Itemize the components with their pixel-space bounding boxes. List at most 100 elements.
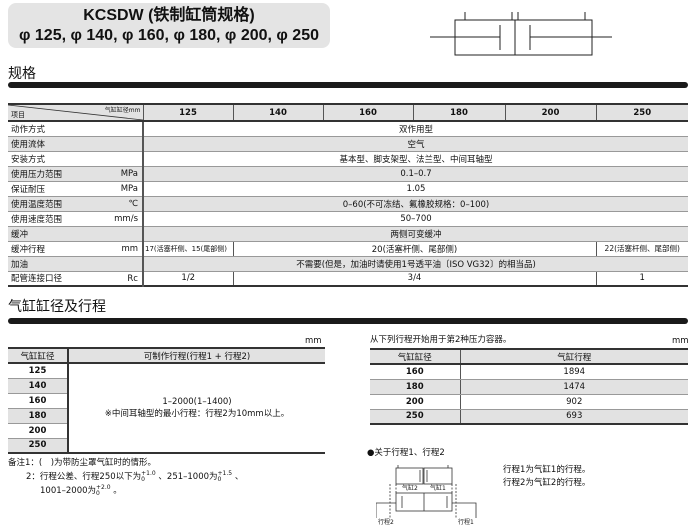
table-row: 160 1894: [370, 364, 688, 380]
table-row: 加油 不需要(但是，加油时请使用1号透平油〔ISO VG32〕的相当品): [8, 256, 688, 272]
table-row: 250: [8, 438, 325, 453]
row-label: 保证耐压 MPa: [8, 181, 144, 197]
table-header-row: 气缸缸径 气缸行程: [370, 349, 688, 365]
corner-bore-label: 气缸缸径mm: [104, 107, 141, 114]
stroke-cell: 693: [460, 409, 688, 425]
row-value: 22(活塞杆侧、尾部侧): [596, 241, 688, 257]
bore-cell: 160: [8, 393, 69, 409]
bore-cell: 160: [370, 364, 461, 380]
spec-section-title: 规格: [8, 66, 36, 82]
row-label: 安装方式: [8, 151, 144, 167]
bore-header: 250: [596, 104, 688, 122]
table-row: 动作方式 双作用型: [8, 121, 688, 137]
table-row: 使用流体 空气: [8, 136, 688, 152]
table-row: 使用温度范围 ℃ 0–60(不可冻结、氟橡胶规格：0–100): [8, 196, 688, 212]
row-label: 使用流体: [8, 136, 144, 152]
table-row: 250 693: [370, 409, 688, 425]
table-row: 200 902: [370, 394, 688, 410]
table-row: 缓冲行程 mm 17(活塞杆侧、15(尾部侧) 20(活塞杆侧、尾部侧) 22(活塞杆侧…: [8, 241, 688, 257]
row-unit: ℃: [128, 198, 138, 209]
row-value: 1.05: [143, 181, 688, 197]
table-row: 保证耐压 MPa 1.05: [8, 181, 688, 197]
table-row: 160: [8, 393, 325, 409]
pressure-vessel-table: 气缸缸径 气缸行程 160 1894 180 1474 200 902 250 693: [370, 348, 688, 425]
double-cylinder-symbol-icon: [430, 12, 612, 56]
bore-cell: 125: [8, 363, 69, 379]
bore-header: 180: [413, 104, 506, 122]
diagram-label-cylinder-2: 气缸2: [402, 485, 418, 492]
stroke-cell: 1474: [460, 379, 688, 395]
table-row: 200: [8, 423, 325, 439]
table-row: 缓冲 两侧可变缓冲: [8, 226, 688, 242]
bore-cell: 180: [8, 408, 69, 424]
row-label: 缓冲: [8, 226, 144, 242]
bore-header: 160: [323, 104, 414, 122]
section-divider: [8, 318, 688, 324]
stroke-range: 1–2000(1–1400): [162, 397, 232, 407]
bore-header: 125: [143, 104, 234, 122]
about-line-1: 行程1为气缸1的行程。: [503, 465, 591, 475]
row-label: 加油: [8, 256, 144, 272]
row-unit: mm: [121, 243, 138, 254]
stroke-cell: 902: [460, 394, 688, 410]
unit-label: mm: [305, 336, 322, 346]
row-value: 0–60(不可冻结、氟橡胶规格：0–100): [143, 196, 688, 212]
corner-item-label: 项目: [11, 111, 25, 119]
row-label: 使用压力范围 MPa: [8, 166, 144, 182]
stroke-table: 气缸缸径 可制作行程(行程1 + 行程2) 125 1–2000(1–1400)…: [8, 347, 325, 454]
bore-cell: 200: [8, 423, 69, 439]
bore-cell: 250: [370, 409, 461, 425]
stroke-range-cell: 1–2000(1–1400) ※中间耳轴型的最小行程：行程2为10mm以上。: [68, 363, 325, 453]
corner-cell: 项目 气缸缸径mm: [8, 104, 144, 122]
note-3: 1001–2000为+2.0 0 。: [40, 483, 122, 497]
spec-table: 项目 气缸缸径mm 125 140 160 180 200 250 动作方式 双作用…: [8, 103, 688, 287]
row-value: 1/2: [143, 271, 234, 287]
table-row: 140: [8, 378, 325, 394]
row-unit: MPa: [120, 183, 138, 194]
diagram-label-cylinder-1: 气缸1: [430, 485, 446, 492]
row-unit: Rc: [127, 273, 138, 284]
row-label: 配管连接口径 Rc: [8, 271, 144, 287]
unit-label: mm: [672, 336, 689, 346]
table-row: 125 1–2000(1–1400) ※中间耳轴型的最小行程：行程2为10mm以上…: [8, 363, 325, 419]
product-bores: φ 125, φ 140, φ 160, φ 180, φ 200, φ 250: [19, 27, 319, 44]
row-value: 50–700: [143, 211, 688, 227]
stroke-range-note: ※中间耳轴型的最小行程：行程2为10mm以上。: [104, 409, 290, 419]
stroke-section-title: 气缸缸径及行程: [8, 299, 106, 315]
bore-cell: 250: [8, 438, 69, 453]
title-box: KCSDW (铁制缸筒规格) φ 125, φ 140, φ 160, φ 18…: [8, 3, 330, 48]
row-value: 空气: [143, 136, 688, 152]
table-row: 180: [8, 408, 325, 424]
product-title: KCSDW (铁制缸筒规格): [83, 7, 255, 24]
row-value: 1: [596, 271, 688, 287]
pressure-caption: 从下列行程开始用于第2种压力容器。: [370, 335, 512, 345]
about-title: ●关于行程1、行程2: [367, 448, 445, 458]
bore-header: 200: [505, 104, 597, 122]
note-2: 2：行程公差、行程250以下为+1.0 0 、251–1000为+1.5 0 、: [26, 469, 244, 483]
table-header-row: 项目 气缸缸径mm 125 140 160 180 200 250: [8, 104, 688, 122]
row-value: 17(活塞杆侧、15(尾部侧): [143, 241, 234, 257]
table-row: 使用速度范围 mm/s 50–700: [8, 211, 688, 227]
row-label: 使用速度范围 mm/s: [8, 211, 144, 227]
note-1: 备注1：( )为带防尘罩气缸时的情形。: [8, 458, 157, 468]
col-stroke: 气缸行程: [460, 349, 688, 365]
table-row: 180 1474: [370, 379, 688, 395]
table-row: 配管连接口径 Rc 1/2 3/4 1: [8, 271, 688, 287]
table-header-row: 气缸缸径 可制作行程(行程1 + 行程2): [8, 348, 325, 364]
table-row: 使用压力范围 MPa 0.1–0.7: [8, 166, 688, 182]
row-value: 两侧可变缓冲: [143, 226, 688, 242]
row-unit: mm/s: [114, 213, 138, 224]
row-label: 使用温度范围 ℃: [8, 196, 144, 212]
section-divider: [8, 82, 688, 88]
row-unit: MPa: [120, 168, 138, 179]
diagram-label-stroke-1: 行程1: [458, 519, 474, 526]
row-value: 基本型、脚支架型、法兰型、中间耳轴型: [143, 151, 688, 167]
row-value: 3/4: [233, 271, 597, 287]
row-value: 双作用型: [143, 121, 688, 137]
col-bore: 气缸缸径: [370, 349, 461, 365]
bore-cell: 180: [370, 379, 461, 395]
row-value: 0.1–0.7: [143, 166, 688, 182]
table-row: 安装方式 基本型、脚支架型、法兰型、中间耳轴型: [8, 151, 688, 167]
row-label: 动作方式: [8, 121, 144, 137]
col-bore: 气缸缸径: [8, 348, 69, 364]
